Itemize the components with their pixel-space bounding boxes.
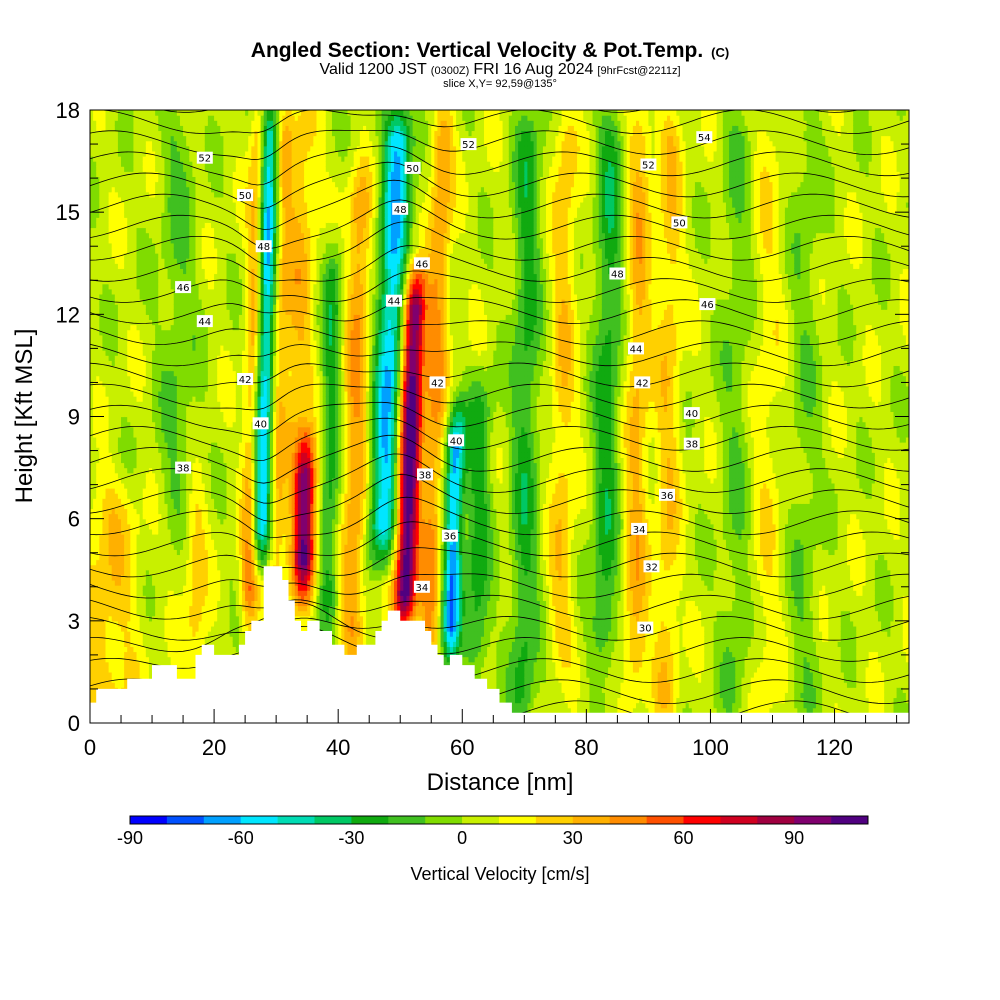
chart-title: Angled Section: Vertical Velocity & Pot.… <box>251 39 729 62</box>
chart-subtitle: Valid 1200 JST (0300Z) FRI 16 Aug 2024 [9hr… <box>319 61 680 78</box>
subtitle-valid: Valid 1200 JST <box>319 61 427 78</box>
chart: Angled Section: Vertical Velocity & Pot.… <box>0 0 1000 1000</box>
subtitle-date: FRI 16 Aug 2024 <box>473 61 593 78</box>
chart-subtitle-slice: slice X,Y= 92,59@135° <box>443 78 557 90</box>
plot-area: 5250484644424038525048464442403836345452… <box>90 89 910 725</box>
chart-title-suffix: (C) <box>711 45 729 60</box>
subtitle-forecast: [9hrFcst@2211z] <box>597 65 680 77</box>
chart-title-main: Angled Section: Vertical Velocity & Pot.… <box>251 39 703 62</box>
subtitle-utc: (0300Z) <box>431 65 470 77</box>
